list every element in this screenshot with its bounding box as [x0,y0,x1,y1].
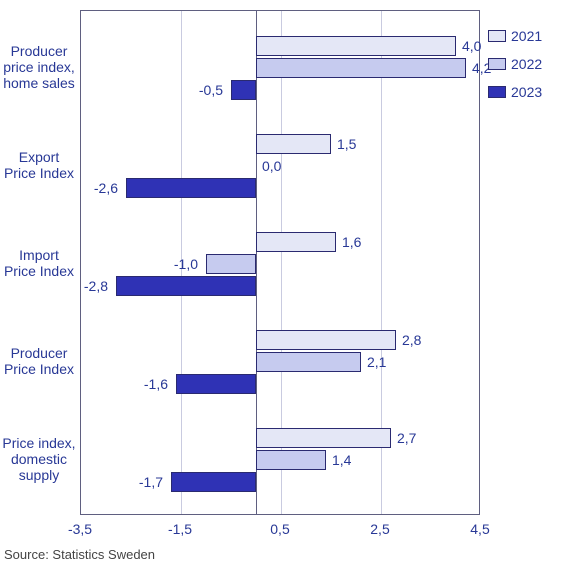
legend-label: 2021 [511,28,542,44]
bar-value-label: 2,1 [367,352,386,372]
legend-swatch [488,30,506,42]
category-label: Producer price index, home sales [2,42,76,90]
bar [176,374,256,394]
bar [256,36,456,56]
bar [206,254,256,274]
bar [231,80,256,100]
category-label: Producer Price Index [2,344,76,376]
bar-value-label: 1,4 [332,450,351,470]
x-tick-label: -1,5 [168,521,192,537]
bar [256,58,466,78]
legend-label: 2022 [511,56,542,72]
bar-value-label: -1,6 [144,374,168,394]
bar-value-label: -0,5 [199,80,223,100]
bar-value-label: -2,8 [84,276,108,296]
bar [256,232,336,252]
bar [256,330,396,350]
x-tick-label: -3,5 [68,521,92,537]
legend-item: 2023 [488,84,542,100]
legend-swatch [488,86,506,98]
x-tick-label: 2,5 [370,521,389,537]
category-label: Price index, domestic supply [2,434,76,482]
bar-value-label: -2,6 [94,178,118,198]
bar [256,450,326,470]
legend-label: 2023 [511,84,542,100]
bar-value-label: -1,7 [139,472,163,492]
legend-swatch [488,58,506,70]
bar-value-label: 0,0 [262,156,281,176]
bar-value-label: -1,0 [174,254,198,274]
category-label: Export Price Index [2,148,76,180]
bar [171,472,256,492]
bar [256,352,361,372]
bar-value-label: 2,7 [397,428,416,448]
legend: 2021 2022 2023 [488,28,542,112]
plot-area: 4,04,2-0,51,50,0-2,61,6-1,0-2,82,82,1-1,… [80,10,480,515]
bar [126,178,256,198]
category-label: Import Price Index [2,246,76,278]
bar-value-label: 1,5 [337,134,356,154]
source-caption: Source: Statistics Sweden [4,547,155,562]
bar [116,276,256,296]
bar-value-label: 4,0 [462,36,481,56]
bar [256,134,331,154]
legend-item: 2021 [488,28,542,44]
bar-value-label: 1,6 [342,232,361,252]
bar [256,428,391,448]
x-tick-label: 0,5 [270,521,289,537]
legend-item: 2022 [488,56,542,72]
x-tick-label: 4,5 [470,521,489,537]
bar-value-label: 2,8 [402,330,421,350]
chart-frame: 4,04,2-0,51,50,0-2,61,6-1,0-2,82,82,1-1,… [0,0,567,570]
